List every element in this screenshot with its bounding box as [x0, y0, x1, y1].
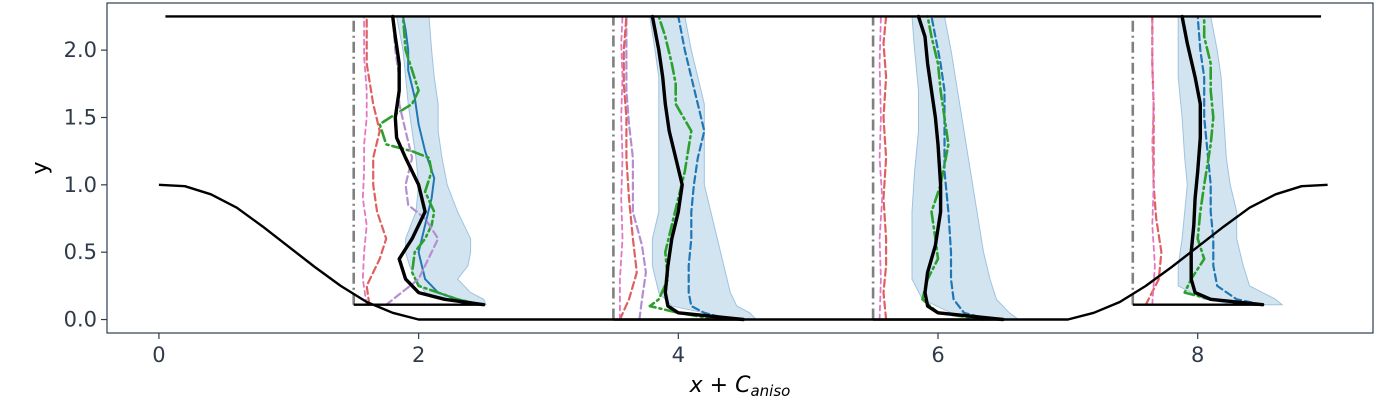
profile-pink	[619, 15, 624, 321]
y-axis-label: y	[28, 161, 53, 174]
y-tick-label: 1.5	[64, 105, 97, 129]
profile-blue	[930, 15, 992, 321]
profile-black	[391, 14, 486, 307]
profile-pink	[878, 15, 884, 321]
x-tick-label: 6	[931, 343, 944, 367]
profile-red	[365, 15, 388, 306]
station-1	[352, 14, 487, 307]
profile-purple	[625, 15, 648, 321]
x-axis: 0 2 4 6 8	[152, 333, 1204, 367]
profile-green	[1183, 15, 1258, 307]
plot-area	[158, 14, 1328, 322]
profile-red	[882, 15, 888, 321]
profile-blue	[1196, 15, 1264, 306]
plot-marks	[158, 14, 1328, 322]
profile-pink	[1151, 15, 1156, 306]
station-3	[871, 14, 1021, 322]
y-tick-label: 0.5	[64, 240, 97, 264]
x-axis-label: x + Caniso	[689, 373, 791, 400]
station-4	[1131, 14, 1284, 307]
x-tick-label: 0	[152, 343, 165, 367]
station-2	[612, 14, 758, 322]
profile-blue	[677, 15, 732, 321]
profile-red	[618, 15, 638, 321]
profile-green	[648, 15, 719, 321]
y-tick-label: 2.0	[64, 38, 97, 62]
x-tick-label: 2	[412, 343, 425, 367]
profile-black	[1180, 14, 1265, 307]
profile-black	[650, 14, 745, 322]
profile-pink	[361, 15, 368, 306]
y-tick-label: 1.0	[64, 173, 97, 197]
axes-frame	[106, 2, 1374, 334]
y-axis: 0.0 0.5 1.0 1.5 2.0	[64, 38, 107, 332]
y-tick-label: 0.0	[64, 308, 97, 332]
profile-green	[921, 15, 985, 321]
profile-black	[916, 14, 1005, 322]
x-tick-label: 4	[672, 343, 685, 367]
profile-green	[378, 15, 483, 307]
uncertainty-band	[1177, 16, 1284, 306]
bottom-wall	[158, 183, 1328, 321]
x-tick-label: 8	[1191, 343, 1204, 367]
uncertainty-band	[395, 16, 487, 306]
